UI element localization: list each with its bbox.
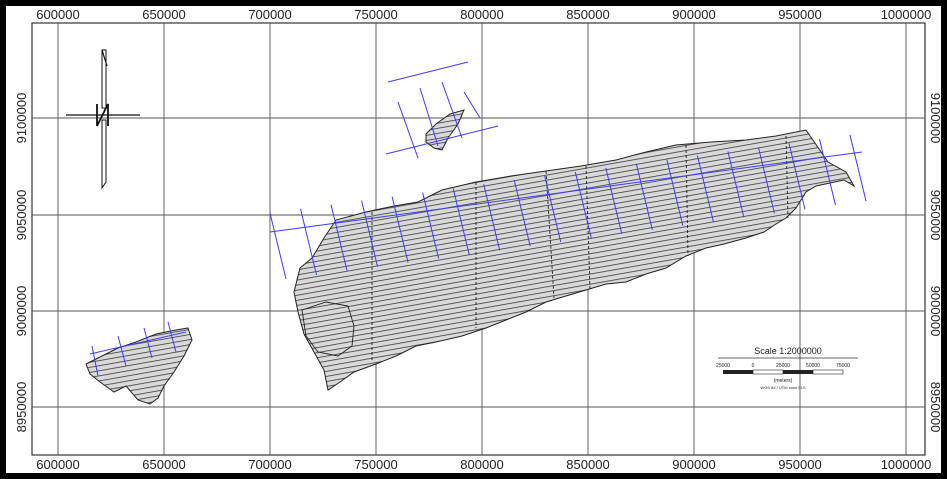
x-tick-label-bottom: 800000 (460, 457, 503, 472)
scale-tick-label: 75000 (836, 363, 850, 369)
north-arrow-icon (66, 49, 140, 190)
scale-tick-label: 25000 (716, 363, 730, 369)
scale-units: (meters) (774, 378, 793, 384)
scale-bar: Scale 1:2000000 25000 0 25000 50000 75000 (m… (716, 346, 858, 390)
x-axis-labels-top: 600000 650000 700000 750000 800000 850000 9000… (36, 7, 931, 22)
survey-cross-line (544, 175, 562, 243)
survey-cross-line (818, 138, 836, 206)
survey-cross-line (513, 180, 531, 247)
survey-tie-line (385, 125, 499, 155)
x-tick-label-bottom: 700000 (248, 457, 291, 472)
y-tick-label-left: 8950000 (14, 382, 29, 433)
x-tick-label-top: 950000 (778, 7, 821, 22)
y-axis-labels-right: 9100000 9050000 9000000 8950000 (928, 93, 941, 433)
survey-cross-line (635, 163, 653, 230)
survey-cross-line (330, 204, 348, 271)
survey-cross-line (361, 200, 379, 267)
survey-cross-line (463, 91, 481, 119)
scale-tick-label: 50000 (806, 363, 820, 369)
x-tick-label-bottom: 1000000 (881, 457, 932, 472)
scale-tick-labels: 25000 0 25000 50000 75000 (716, 363, 850, 369)
y-tick-label-right: 9000000 (928, 286, 941, 337)
map-canvas[interactable]: 600000 650000 700000 750000 800000 850000 9000… (6, 6, 941, 473)
scale-projection: WGS 84 / UTM zone 51S (760, 385, 805, 390)
y-axis-labels-left: 9100000 9050000 9000000 8950000 (14, 93, 29, 433)
north-small-polygon[interactable] (425, 109, 465, 151)
x-tick-label-bottom: 900000 (672, 457, 715, 472)
survey-tie-line (387, 61, 469, 83)
y-tick-label-left: 9100000 (14, 93, 29, 144)
x-tick-label-top: 600000 (36, 7, 79, 22)
x-tick-label-top: 700000 (248, 7, 291, 22)
southwest-polygon[interactable] (85, 327, 193, 405)
x-tick-label-top: 800000 (460, 7, 503, 22)
survey-cross-line (452, 188, 470, 255)
x-tick-label-bottom: 650000 (142, 457, 185, 472)
survey-cross-line (696, 155, 714, 222)
survey-cross-line (91, 345, 99, 377)
y-tick-label-right: 9100000 (928, 93, 941, 144)
x-tick-label-bottom: 750000 (354, 457, 397, 472)
survey-cross-line (727, 151, 745, 218)
survey-cross-line (574, 171, 592, 239)
survey-cross-line (605, 167, 623, 234)
survey-cross-line (757, 147, 775, 214)
survey-cross-line (849, 134, 867, 202)
x-tick-label-top: 1000000 (881, 7, 932, 22)
y-tick-label-right: 9050000 (928, 190, 941, 241)
survey-block-boundary (371, 135, 789, 362)
y-tick-label-left: 9050000 (14, 190, 29, 241)
survey-cross-line (300, 208, 318, 276)
x-tick-label-bottom: 850000 (566, 457, 609, 472)
map-frame: 600000 650000 700000 750000 800000 850000 9000… (6, 6, 941, 473)
survey-areas (85, 109, 856, 405)
survey-cross-line (397, 101, 419, 159)
survey-subblock-outline (301, 301, 355, 357)
y-tick-label-left: 9000000 (14, 286, 29, 337)
survey-cross-line (441, 81, 463, 139)
scale-tick-label: 0 (752, 363, 755, 369)
x-tick-label-top: 900000 (672, 7, 715, 22)
scale-title: Scale 1:2000000 (754, 346, 822, 356)
scale-tick-label: 25000 (776, 363, 790, 369)
survey-cross-line (483, 184, 501, 251)
survey-cross-line (666, 159, 684, 226)
survey-lines (89, 61, 867, 377)
survey-cross-line (422, 192, 440, 259)
survey-cross-line (167, 321, 177, 353)
main-survey-polygon[interactable] (293, 129, 856, 391)
y-tick-label-right: 8950000 (928, 382, 941, 433)
survey-cross-line (419, 87, 439, 147)
survey-cross-line (143, 327, 153, 359)
x-tick-label-top: 850000 (566, 7, 609, 22)
x-tick-label-top: 650000 (142, 7, 185, 22)
survey-cross-line (269, 212, 287, 280)
x-tick-label-bottom: 950000 (778, 457, 821, 472)
survey-cross-line (117, 335, 127, 367)
survey-tie-line (89, 331, 187, 355)
survey-cross-line (391, 196, 409, 263)
x-axis-labels-bottom: 600000 650000 700000 750000 800000 850000 9000… (36, 457, 931, 472)
x-tick-label-top: 750000 (354, 7, 397, 22)
survey-tie-line (269, 151, 863, 233)
x-tick-label-bottom: 600000 (36, 457, 79, 472)
coordinate-grid (32, 23, 925, 455)
survey-cross-line (788, 143, 806, 210)
